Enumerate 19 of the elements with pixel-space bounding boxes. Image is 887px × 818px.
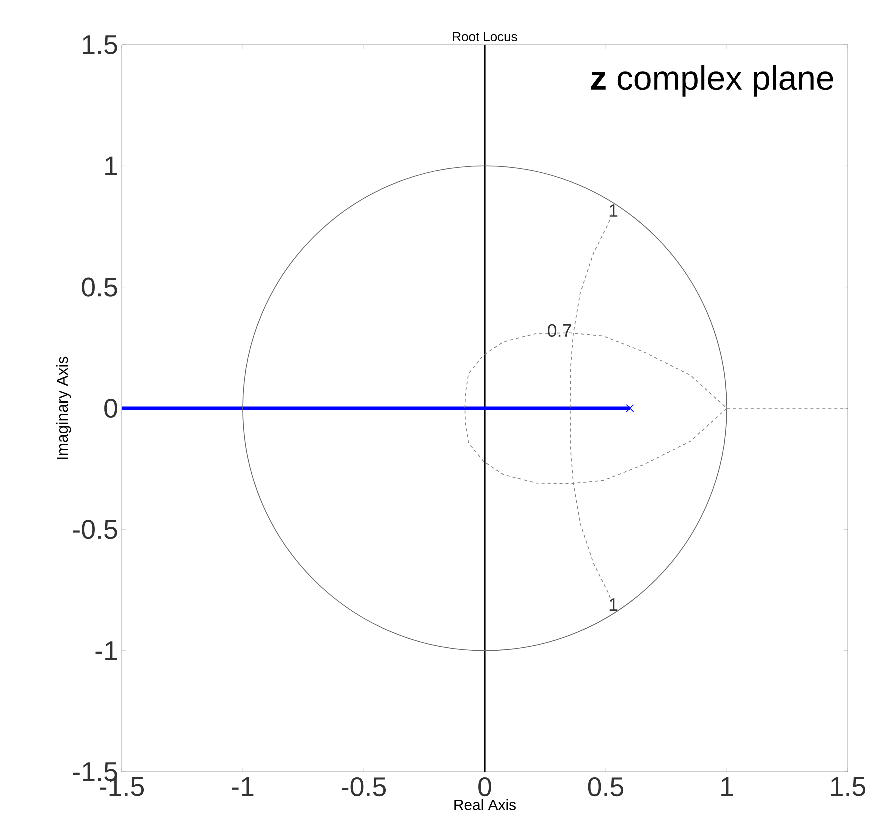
x-tick-label: 0 [478,778,492,797]
y-tick-label: -0.5 [73,520,118,540]
x-tick-label: -1 [232,778,254,796]
y-tick-label: -1 [96,642,118,660]
annotation: 1 [610,204,618,217]
chart-title: Root Locus [453,32,518,42]
y-axis-title: Imaginary Axis [56,356,72,460]
x-tick-label: 1 [722,778,734,796]
x-tick-label: 0.5 [588,778,624,797]
x-tick-label: -0.5 [342,778,386,797]
x-tick-label: 1.5 [831,778,866,796]
annotation: z complex plane [592,65,834,97]
annotation: 1 [610,598,618,611]
y-tick-label: 0 [104,398,118,418]
x-axis-title: Real Axis [454,799,516,810]
y-tick-label: 1 [106,156,118,176]
y-tick-label: 0.5 [82,278,118,297]
annotation: 0.7 [548,324,572,338]
y-tick-label: 1.5 [83,36,118,54]
